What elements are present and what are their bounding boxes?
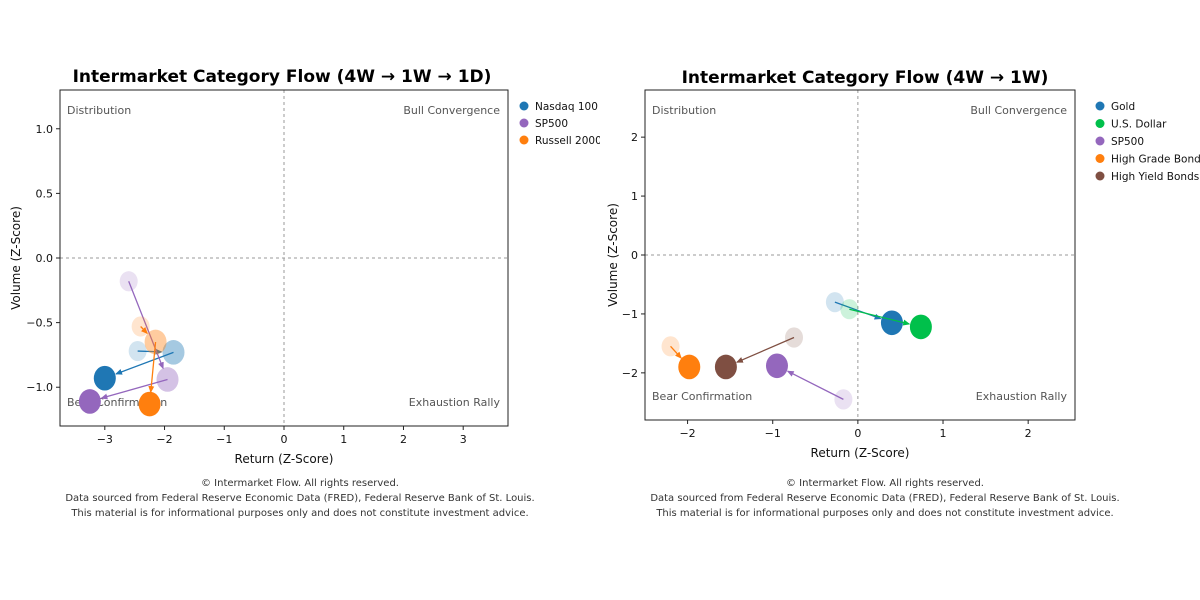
chart-panel-right: Intermarket Category Flow (4W → 1W) Distr… <box>600 0 1200 600</box>
legend-marker <box>519 118 529 128</box>
legend-marker <box>519 101 529 111</box>
flow-arrow <box>849 308 911 326</box>
legend-label: High Grade Bonds <box>1111 154 1200 166</box>
y-tick-label: 2 <box>631 131 638 144</box>
x-tick-label: 2 <box>1025 427 1032 440</box>
quadrant-label-bull-convergence: Bull Convergence <box>970 104 1067 117</box>
flow-arrow <box>115 351 174 375</box>
quadrant-label-distribution: Distribution <box>652 104 716 117</box>
footer-copyright: © Intermarket Flow. All rights reserved. <box>201 478 399 489</box>
footer-right: © Intermarket Flow. All rights reserved.… <box>650 476 1120 521</box>
y-tick-label: 0 <box>631 249 638 262</box>
y-tick-label: −2 <box>622 367 638 380</box>
data-point <box>144 329 167 355</box>
x-tick-label: −3 <box>97 433 113 446</box>
legend-label: Gold <box>1111 101 1135 113</box>
data-point <box>909 314 932 340</box>
data-point <box>93 365 116 391</box>
footer-left: © Intermarket Flow. All rights reserved.… <box>60 476 540 521</box>
legend-marker <box>519 135 529 145</box>
y-tick-label: −1.0 <box>26 381 53 394</box>
quadrant-label-bull-convergence: Bull Convergence <box>403 104 500 117</box>
chart-right-svg: Intermarket Category Flow (4W → 1W) Distr… <box>606 68 1200 460</box>
footer-disclaimer: This material is for informational purpo… <box>656 508 1114 519</box>
flow-arrow <box>834 301 882 320</box>
plot-frame <box>644 89 1076 421</box>
data-point <box>119 271 138 292</box>
data-point <box>714 354 737 380</box>
x-tick-label: −2 <box>156 433 172 446</box>
flow-arrow <box>786 370 844 400</box>
data-point <box>131 316 150 337</box>
flow-arrow <box>735 336 795 363</box>
data-point <box>834 389 853 410</box>
legend-marker <box>1095 171 1105 181</box>
quadrant-label-exhaustion-rally: Exhaustion Rally <box>409 396 501 409</box>
legend-label: Russell 2000 <box>535 135 600 147</box>
data-point <box>78 389 101 414</box>
legend-label: High Yield Bonds <box>1111 171 1199 183</box>
x-tick-label: 1 <box>940 427 947 440</box>
x-tick-label: 2 <box>400 433 407 446</box>
flow-arrow <box>140 326 148 335</box>
footer-disclaimer: This material is for informational purpo… <box>71 508 529 519</box>
x-tick-label: 0 <box>281 433 288 446</box>
chart-panel-left: Intermarket Category Flow (4W → 1W → 1D)… <box>9 67 600 521</box>
data-point <box>840 299 859 320</box>
x-tick-label: −2 <box>679 427 695 440</box>
quadrant-label-bear-confirmation: Bear Confirmation <box>652 390 752 403</box>
y-tick-label: −1 <box>622 308 638 321</box>
footer-source: Data sourced from Federal Reserve Econom… <box>65 493 535 504</box>
x-tick-label: 0 <box>854 427 861 440</box>
legend-label: U.S. Dollar <box>1111 119 1167 131</box>
data-point <box>825 292 844 313</box>
data-point <box>678 354 701 380</box>
x-axis-label: Return (Z-Score) <box>235 452 334 466</box>
data-point <box>880 310 903 336</box>
data-point <box>765 353 788 379</box>
x-axis-label: Return (Z-Score) <box>811 446 910 460</box>
data-point <box>661 336 680 357</box>
x-tick-label: 1 <box>340 433 347 446</box>
data-point <box>128 340 147 362</box>
flow-arrow <box>137 348 163 355</box>
chart-title: Intermarket Category Flow (4W → 1W → 1D) <box>73 67 492 87</box>
y-axis-label: Volume (Z-Score) <box>9 206 23 310</box>
legend-label: SP500 <box>535 118 568 130</box>
footer-source: Data sourced from Federal Reserve Econom… <box>650 493 1120 504</box>
data-point <box>162 340 185 365</box>
x-tick-label: −1 <box>216 433 232 446</box>
footer-copyright: © Intermarket Flow. All rights reserved. <box>786 478 984 489</box>
flow-arrow <box>128 281 164 370</box>
x-tick-label: −1 <box>765 427 781 440</box>
quadrant-label-exhaustion-rally: Exhaustion Rally <box>976 390 1068 403</box>
legend-label: SP500 <box>1111 136 1144 148</box>
flow-arrow <box>148 341 157 394</box>
flow-arrow <box>100 378 168 400</box>
chart-title: Intermarket Category Flow (4W → 1W) <box>682 68 1049 88</box>
y-tick-label: 1.0 <box>36 123 54 136</box>
data-point <box>138 391 161 417</box>
y-tick-label: −0.5 <box>26 317 53 330</box>
legend-marker <box>1095 136 1105 146</box>
y-tick-label: 0.5 <box>36 187 54 200</box>
quadrant-label-distribution: Distribution <box>67 104 131 117</box>
y-tick-label: 0.0 <box>36 252 54 265</box>
data-point <box>785 327 804 348</box>
legend-marker <box>1095 101 1105 111</box>
legend-marker <box>1095 119 1105 128</box>
data-point <box>156 367 179 392</box>
flow-arrow <box>670 345 682 359</box>
y-tick-label: 1 <box>631 190 638 203</box>
chart-left-svg: Intermarket Category Flow (4W → 1W → 1D)… <box>9 67 600 466</box>
legend-label: Nasdaq 100 <box>535 101 598 113</box>
x-tick-label: 3 <box>460 433 467 446</box>
y-axis-label: Volume (Z-Score) <box>606 203 620 307</box>
legend-marker <box>1095 154 1105 163</box>
